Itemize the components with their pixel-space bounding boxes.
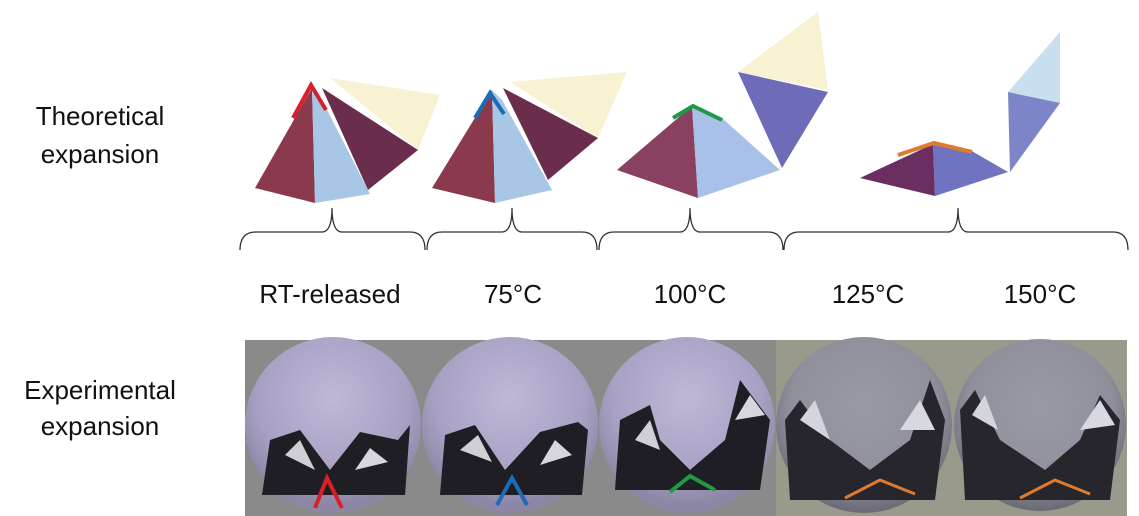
model-75 <box>432 72 627 203</box>
row-label: expansion <box>41 411 160 441</box>
row-label: Experimental <box>24 375 176 405</box>
brace <box>783 207 1129 251</box>
column-label: RT-released <box>259 279 400 309</box>
column-label: 125°C <box>832 279 905 309</box>
column-label: 100°C <box>654 279 727 309</box>
row-label: Theoretical <box>36 101 165 131</box>
brace <box>239 207 426 251</box>
column-label: 150°C <box>1004 279 1077 309</box>
photo-125 <box>776 337 952 516</box>
brace <box>426 207 598 251</box>
row-label: expansion <box>41 139 160 169</box>
brace <box>598 207 784 251</box>
photo-150 <box>952 339 1127 516</box>
model-100 <box>617 12 828 198</box>
model-rt <box>255 78 440 203</box>
model-125-150 <box>860 32 1060 196</box>
column-label: 75°C <box>484 279 542 309</box>
photo-75 <box>422 337 598 516</box>
photo-rt <box>245 337 422 516</box>
photo-100 <box>598 337 776 516</box>
